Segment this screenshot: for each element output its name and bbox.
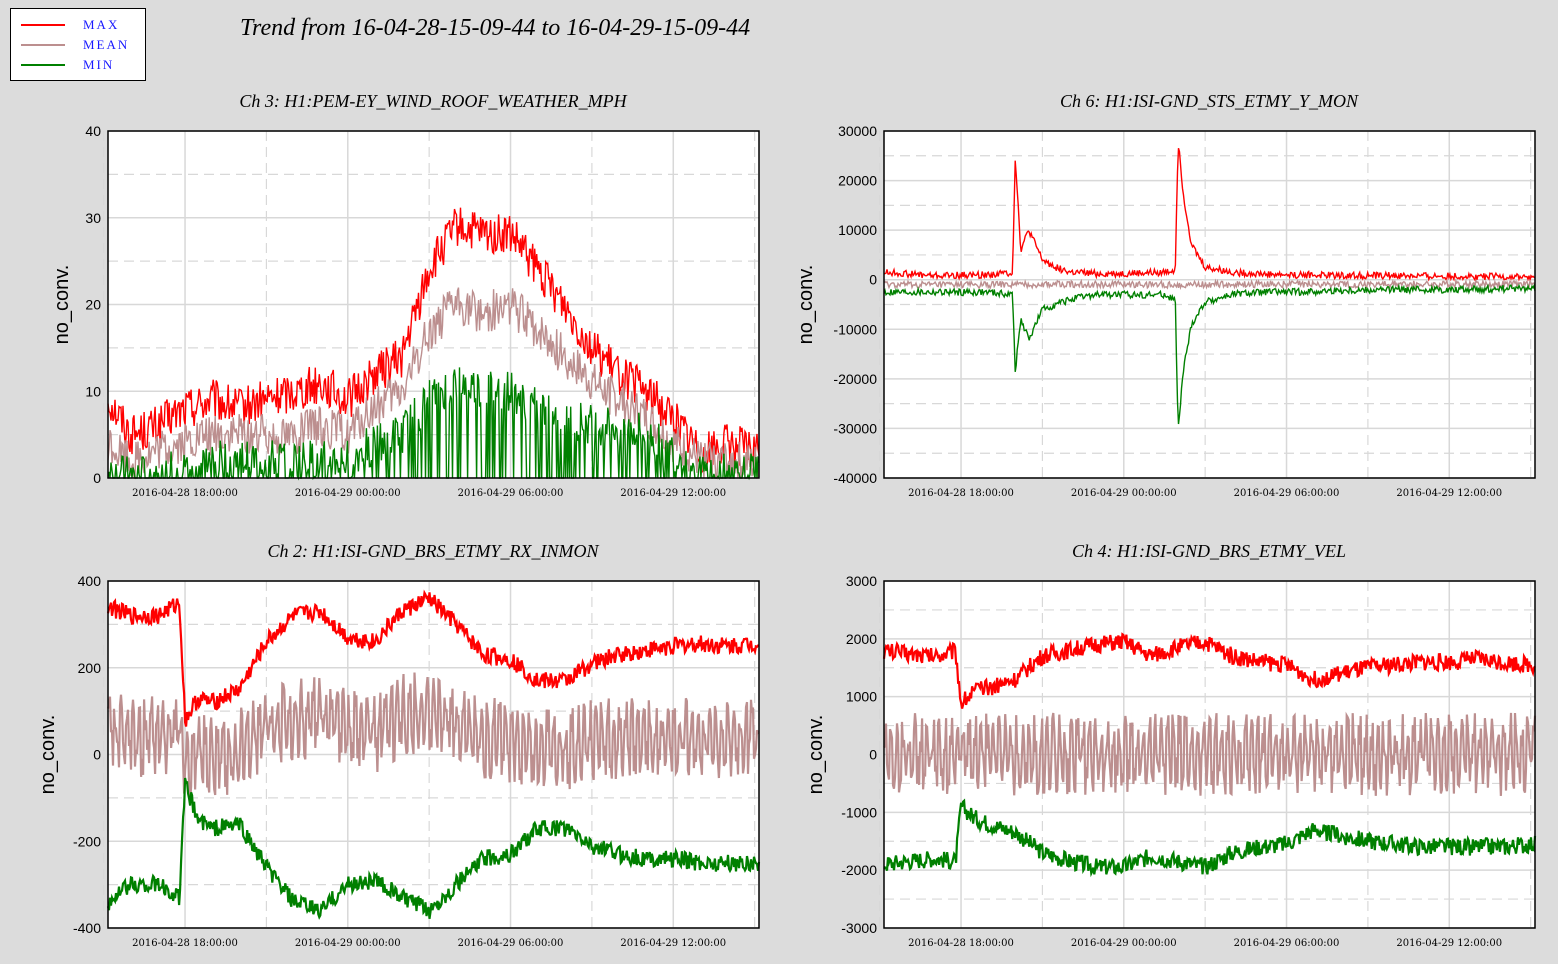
plot-frame [107,580,760,929]
x-tick-label: 2016-04-29 06:00:00 [1234,938,1340,949]
chart-title: Ch 6: H1:ISI-GND_STS_ETMY_Y_MON [1060,91,1359,111]
legend-item-min: MIN [11,55,145,75]
x-tick-label: 2016-04-29 00:00:00 [1071,488,1177,499]
legend-label-mean: MEAN [83,37,130,52]
y-tick-label: 20 [85,297,101,313]
x-tick-label: 2016-04-28 18:00:00 [908,488,1014,499]
y-tick-label: -10000 [833,321,877,337]
chart-title: Ch 2: H1:ISI-GND_BRS_ETMY_RX_INMON [268,541,600,561]
legend-swatch-mean [21,44,65,46]
x-tick-label: 2016-04-29 00:00:00 [1071,938,1177,949]
y-axis-label: no_conv. [805,715,827,795]
y-tick-label: 0 [93,747,101,763]
chart-panel-3: -400 -200 0 200 400 2016-04-28 18:00:00 2016-0… [37,541,761,949]
y-tick-label: 40 [85,123,101,139]
series-line-mean [883,278,1536,291]
legend-label-max: MAX [83,17,120,32]
plot-frame [107,130,760,479]
chart-title: Ch 3: H1:PEM-EY_WIND_ROOF_WEATHER_MPH [239,91,627,111]
y-tick-label: 10 [85,383,101,399]
series-line-min [107,367,760,481]
x-tick-label: 2016-04-29 12:00:00 [1396,938,1502,949]
y-tick-label: -40000 [833,470,877,486]
x-tick-label: 2016-04-29 12:00:00 [620,488,726,499]
series-line-max [882,632,1536,709]
x-tick-label: 2016-04-28 18:00:00 [132,488,238,499]
y-tick-label: -200 [73,833,101,849]
legend-swatch-min [21,64,65,66]
y-tick-label: -30000 [833,420,877,436]
series-line-min [883,283,1536,425]
y-tick-label: 1000 [846,689,877,705]
y-tick-label: -3000 [841,920,877,936]
legend-item-max: MAX [11,15,145,35]
legend-box: MAX MEAN MIN [10,8,146,81]
legend-label-min: MIN [83,57,115,72]
y-tick-label: 3000 [846,573,877,589]
x-tick-label: 2016-04-29 00:00:00 [295,938,401,949]
chart-panel-2: -40000 -30000 -20000 -10000 0 10000 20000 30000… [795,91,1536,499]
series-line-max [107,207,760,473]
y-tick-label: 2000 [846,631,877,647]
y-tick-label: 400 [78,573,102,589]
x-tick-label: 2016-04-29 12:00:00 [1396,488,1502,499]
series-line-mean [883,711,1537,797]
y-tick-label: 0 [93,470,101,486]
y-tick-label: 0 [869,747,877,763]
y-tick-label: -20000 [833,371,877,387]
x-tick-label: 2016-04-29 06:00:00 [458,488,564,499]
x-tick-label: 2016-04-28 18:00:00 [132,938,238,949]
legend-item-mean: MEAN [11,35,145,55]
series-line-max [883,148,1536,282]
y-tick-label: 30000 [838,123,877,139]
y-tick-label: 10000 [838,222,877,238]
y-tick-label: -1000 [841,804,877,820]
y-tick-label: -400 [73,920,101,936]
plot-frame [883,580,1536,929]
series-line-min [106,777,761,920]
chart-title: Ch 4: H1:ISI-GND_BRS_ETMY_VEL [1072,541,1346,561]
y-tick-label: -2000 [841,862,877,878]
y-axis-label: no_conv. [37,715,59,795]
chart-panel-4: -3000 -2000 -1000 0 1000 2000 3000 2016-04-28 1… [805,541,1537,949]
y-tick-label: 30 [85,210,101,226]
series-line-mean [106,672,760,802]
y-tick-label: 200 [78,660,102,676]
x-tick-label: 2016-04-29 12:00:00 [620,938,726,949]
x-tick-label: 2016-04-29 06:00:00 [458,938,564,949]
plot-frame [883,130,1536,479]
y-tick-label: 20000 [838,173,877,189]
y-axis-label: no_conv. [795,265,817,345]
x-tick-label: 2016-04-29 06:00:00 [1234,488,1340,499]
legend-swatch-max [21,24,65,26]
page-title: Trend from 16-04-28-15-09-44 to 16-04-29… [240,15,751,41]
x-tick-label: 2016-04-28 18:00:00 [908,938,1014,949]
series-line-min [883,798,1537,878]
x-tick-label: 2016-04-29 00:00:00 [295,488,401,499]
y-axis-label: no_conv. [51,265,73,345]
chart-panel-1: 0 10 20 30 40 2016-04-28 18:00:00 2016-04-29 0… [51,91,760,499]
y-tick-label: 0 [869,272,877,288]
series-line-max [106,589,760,727]
